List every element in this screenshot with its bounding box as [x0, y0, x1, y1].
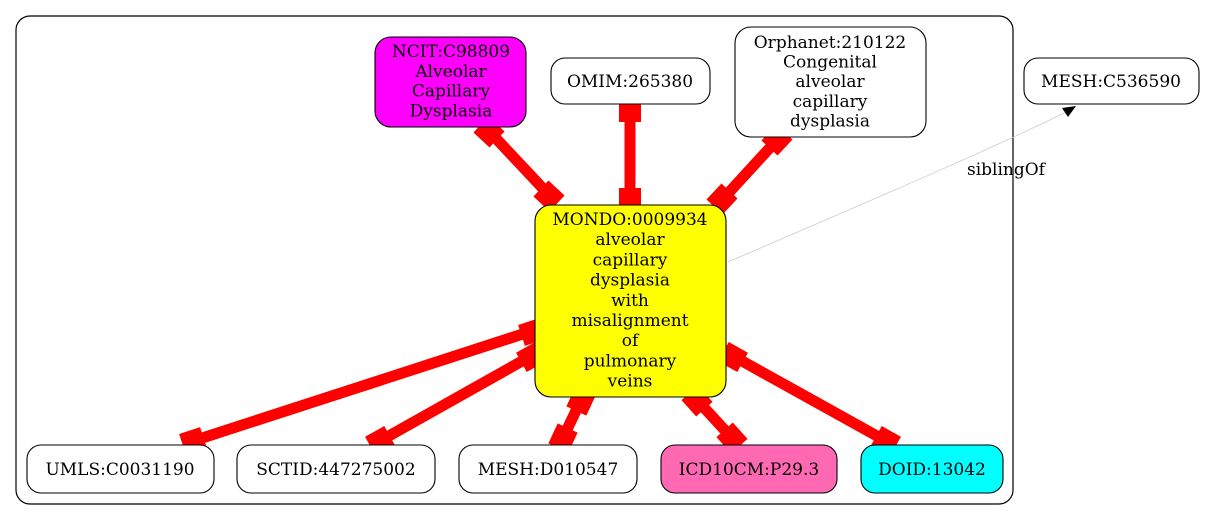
node-label-line: Congenital	[783, 53, 877, 73]
node-label-line: NCIT:C98809	[392, 42, 510, 62]
node-box	[534, 204, 727, 398]
node-mesh-d010547[interactable]: MESH:D010547	[458, 444, 638, 494]
node-label-line: capillary	[793, 92, 868, 112]
node-umls-c0031190[interactable]: UMLS:C0031190	[26, 444, 215, 494]
node-label-line: dysplasia	[790, 111, 870, 131]
node-label-line: pulmonary	[584, 351, 677, 371]
node-box	[458, 444, 638, 494]
node-label-line: of	[622, 331, 640, 351]
node-box	[660, 444, 838, 494]
nodes: MONDO:0009934alveolarcapillarydysplasiaw…	[26, 26, 1200, 494]
edge-omim-equivalence[interactable]	[619, 100, 641, 210]
cluster-box	[15, 15, 1014, 505]
node-box	[236, 444, 436, 494]
node-label-line: MESH:D010547	[478, 460, 619, 480]
node-label-line: DOID:13042	[878, 460, 986, 480]
edge-orphanet-equivalence[interactable]	[706, 124, 793, 215]
edge-ncit-equivalence[interactable]	[473, 116, 565, 212]
node-omim-265380[interactable]: OMIM:265380	[550, 57, 711, 105]
node-label-line: veins	[607, 372, 653, 392]
node-orphanet-210122[interactable]: Orphanet:210122Congenitalalveolarcapilla…	[734, 26, 927, 138]
node-box	[374, 36, 527, 128]
node-label-line: Orphanet:210122	[754, 33, 907, 53]
node-label-line: capillary	[593, 250, 668, 270]
node-label-line: Dysplasia	[410, 101, 493, 121]
node-mondo-0009934[interactable]: MONDO:0009934alveolarcapillarydysplasiaw…	[534, 204, 727, 398]
node-label-line: dysplasia	[590, 271, 670, 291]
node-label-line: with	[611, 291, 649, 311]
node-box	[860, 444, 1004, 494]
node-box	[550, 57, 711, 105]
node-mesh-c536590[interactable]: MESH:C536590	[1023, 57, 1200, 105]
node-box	[1023, 57, 1200, 105]
edge-label-siblingof: siblingOf	[967, 160, 1047, 180]
node-doid-13042[interactable]: DOID:13042	[860, 444, 1004, 494]
node-label-line: ICD10CM:P29.3	[679, 460, 819, 480]
node-label-line: UMLS:C0031190	[45, 460, 194, 480]
node-label-line: MONDO:0009934	[552, 210, 707, 230]
node-label-line: OMIM:265380	[567, 72, 693, 92]
node-box	[26, 444, 215, 494]
node-icd10cm-p29-3[interactable]: ICD10CM:P29.3	[660, 444, 838, 494]
node-label-line: SCTID:447275002	[256, 460, 415, 480]
edge-siblingof-arrowhead	[1062, 106, 1076, 117]
node-label-line: misalignment	[571, 311, 688, 331]
node-label-line: Alveolar	[414, 62, 487, 82]
node-label-line: alveolar	[795, 72, 865, 92]
node-sctid-447275002[interactable]: SCTID:447275002	[236, 444, 436, 494]
node-label-line: MESH:C536590	[1041, 72, 1181, 92]
node-label-line: alveolar	[595, 230, 665, 250]
edge-siblingof-mesh-c536590[interactable]	[727, 111, 1067, 263]
edge-umls-equivalence[interactable]	[179, 318, 546, 455]
node-box	[734, 26, 927, 138]
node-label-line: Capillary	[412, 82, 491, 102]
